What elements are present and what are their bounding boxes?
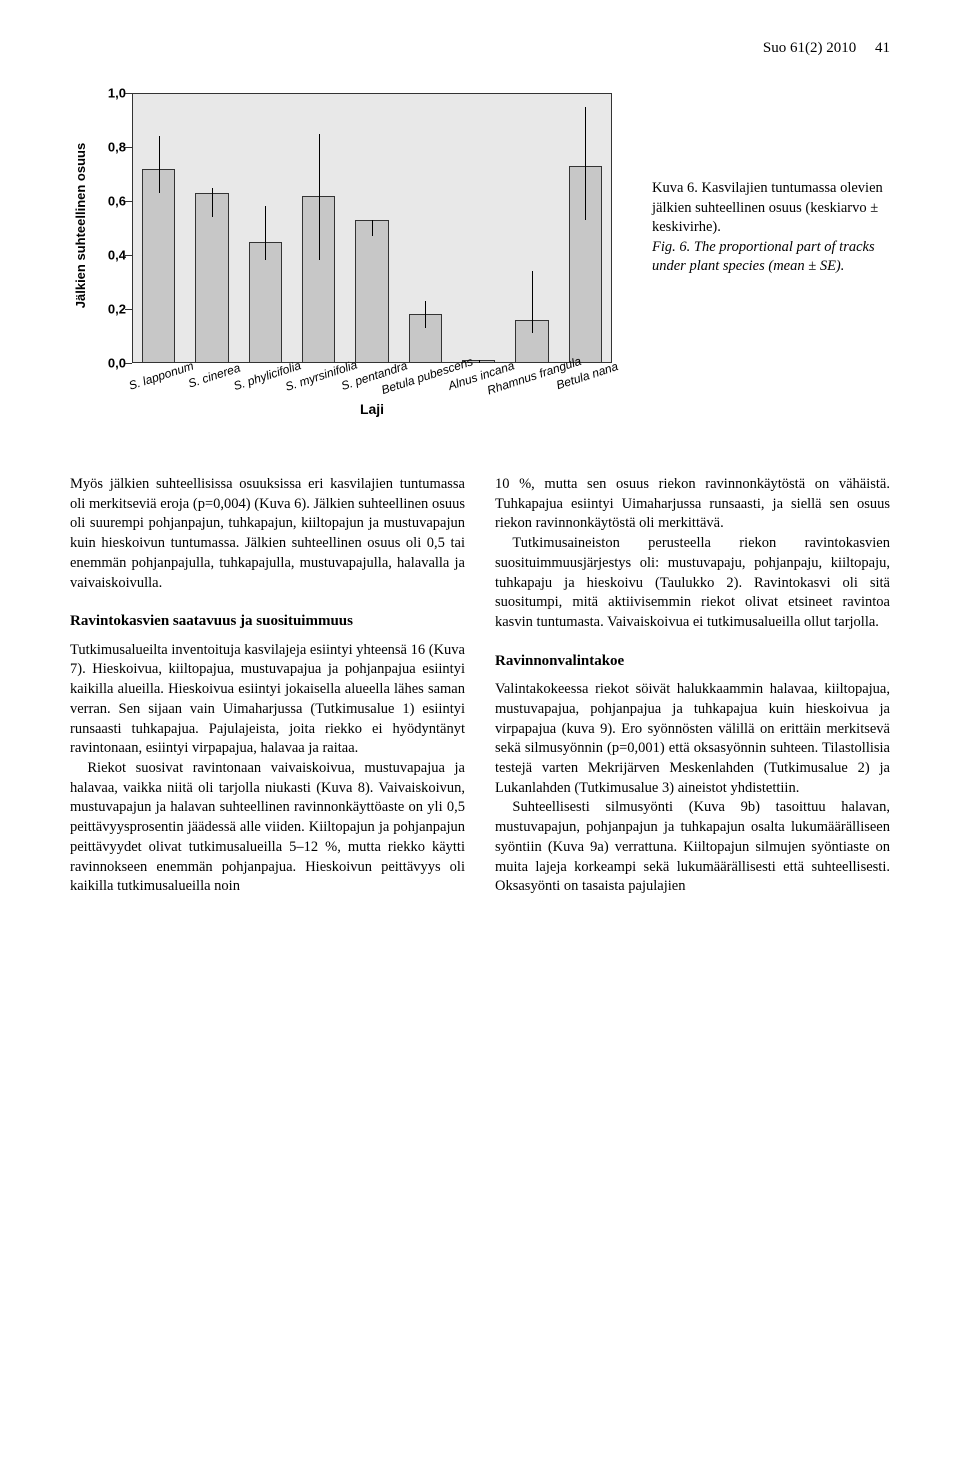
y-tick-label: 0,2	[96, 302, 126, 317]
caption-en-label: Fig. 6.	[652, 239, 690, 255]
x-axis-title: Laji	[132, 401, 612, 417]
page-number: 41	[875, 40, 890, 56]
paragraph: Valintakokeessa riekot söivät halukkaamm…	[495, 680, 890, 798]
error-bar	[532, 271, 533, 333]
error-bar	[159, 136, 160, 193]
bar	[195, 193, 228, 363]
figure-6-chart: Jälkien suhteellinen osuus 0,0 0,2 0,4 0,6 0…	[70, 85, 630, 415]
journal-name: Suo 61(2) 2010	[763, 40, 856, 56]
body-text: Myös jälkien suhteellisissa osuuksissa e…	[70, 475, 890, 897]
y-tick-label: 0,8	[96, 140, 126, 155]
paragraph: Myös jälkien suhteellisissa osuuksissa e…	[70, 475, 465, 593]
error-bar	[585, 107, 586, 220]
paragraph: 10 %, mutta sen osuus riekon ravinnonkäy…	[495, 475, 890, 534]
plot-area	[132, 93, 612, 363]
y-tick-label: 0,0	[96, 356, 126, 371]
figure-6: Jälkien suhteellinen osuus 0,0 0,2 0,4 0,6 0…	[70, 85, 890, 415]
error-bar	[479, 360, 480, 363]
section-heading: Ravinnonvalintakoe	[495, 651, 890, 671]
error-bar	[265, 206, 266, 260]
running-head: Suo 61(2) 2010 41	[70, 40, 890, 57]
y-tick-label: 0,4	[96, 248, 126, 263]
paragraph: Tutkimusaineiston perusteella riekon rav…	[495, 534, 890, 633]
error-bar	[425, 301, 426, 328]
error-bar	[319, 134, 320, 261]
y-axis-title: Jälkien suhteellinen osuus	[70, 85, 92, 365]
paragraph: Riekot suosivat ravintonaan vaivaiskoivu…	[70, 759, 465, 897]
error-bar	[212, 188, 213, 218]
y-tick-label: 1,0	[96, 86, 126, 101]
caption-fi-label: Kuva 6.	[652, 180, 698, 196]
x-tick-label: S. lapponum	[127, 359, 195, 393]
section-heading: Ravintokasvien saatavuus ja suosituimmuu…	[70, 611, 465, 631]
error-bar	[372, 220, 373, 236]
paragraph: Suhteellisesti silmusyönti (Kuva 9b) tas…	[495, 798, 890, 897]
bar	[142, 169, 175, 363]
paragraph: Tutkimusalueilta inventoituja kasvilajej…	[70, 641, 465, 759]
bar	[355, 220, 388, 363]
y-tick-label: 0,6	[96, 194, 126, 209]
figure-6-caption: Kuva 6. Kasvilajien tuntumassa olevien j…	[652, 85, 890, 277]
